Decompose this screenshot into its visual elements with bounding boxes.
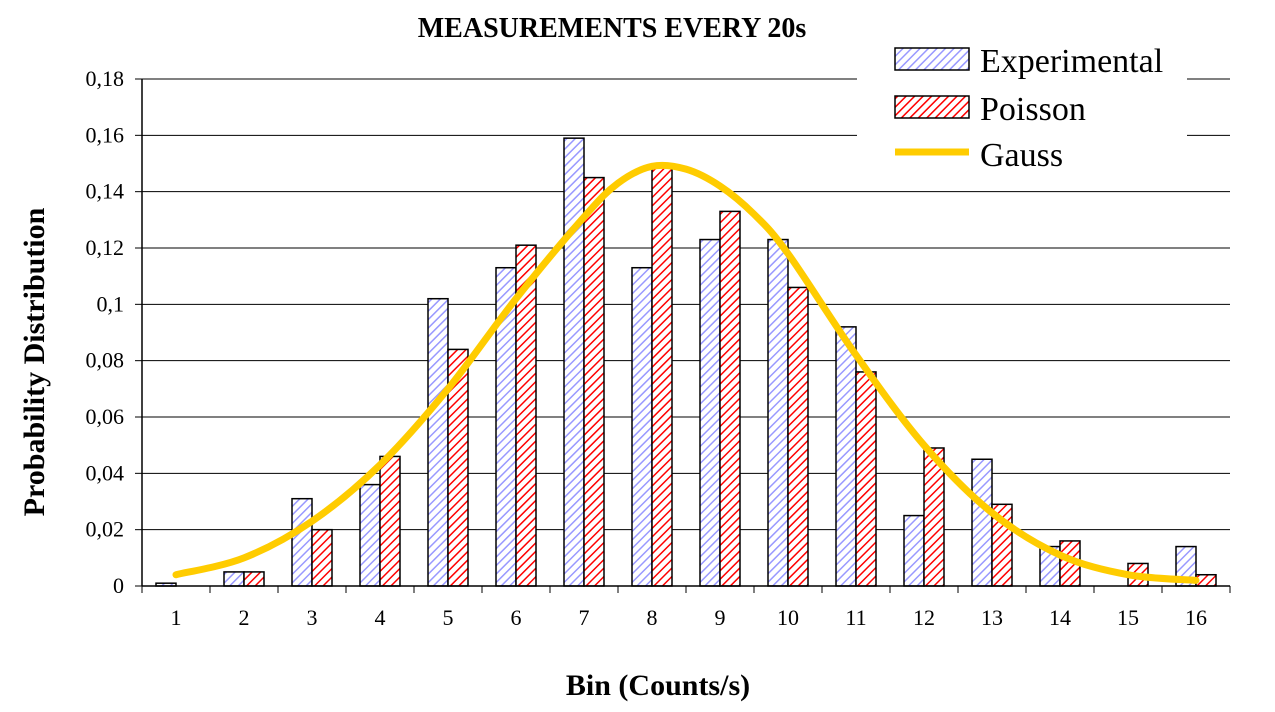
y-axis-title: Probability Distribution [18, 207, 51, 516]
x-axis-title: Bin (Counts/s) [566, 669, 750, 702]
y-tick-label: 0,02 [86, 517, 125, 542]
x-tick-label: 8 [647, 605, 658, 630]
chart-title: MEASUREMENTS EVERY 20s [418, 13, 807, 44]
bar-poisson [651, 165, 673, 587]
x-tick-label: 3 [307, 605, 318, 630]
y-tick-label: 0,06 [86, 404, 125, 429]
bar-experimental [223, 571, 245, 587]
bar-poisson [719, 210, 741, 587]
x-tick-label: 1 [171, 605, 182, 630]
x-tick-label: 2 [239, 605, 250, 630]
y-axis-ticks: 0 0,02 0,04 0,06 0,08 0,1 0,12 0,14 0,16 0,18 [86, 66, 142, 598]
series-lines [172, 161, 1200, 584]
bar-experimental [563, 137, 585, 587]
bar-experimental [427, 297, 449, 587]
x-tick-label: 10 [777, 605, 799, 630]
bar-poisson [787, 286, 809, 587]
bar-poisson [311, 528, 333, 587]
y-tick-label: 0,14 [86, 179, 125, 204]
bar-experimental [699, 238, 721, 587]
bar-experimental [971, 458, 993, 587]
bars [155, 137, 1217, 587]
x-tick-label: 6 [511, 605, 522, 630]
legend-label-experimental: Experimental [980, 43, 1163, 80]
x-tick-label: 12 [913, 605, 935, 630]
y-tick-label: 0,12 [86, 235, 125, 260]
x-tick-label: 5 [443, 605, 454, 630]
x-tick-label: 11 [845, 605, 866, 630]
bar-poisson [583, 176, 605, 587]
x-tick-label: 9 [715, 605, 726, 630]
axes [141, 79, 1230, 587]
x-tick-label: 16 [1185, 605, 1207, 630]
x-tick-label: 7 [579, 605, 590, 630]
y-tick-label: 0 [113, 573, 124, 598]
gridlines [142, 78, 1230, 531]
legend-label-poisson: Poisson [980, 91, 1086, 128]
bar-poisson [379, 455, 401, 587]
bar-experimental [291, 497, 313, 587]
line-gauss [172, 161, 1200, 584]
x-tick-label: 4 [375, 605, 386, 630]
bar-experimental [903, 514, 925, 587]
x-tick-label: 14 [1049, 605, 1071, 630]
y-tick-label: 0,08 [86, 348, 125, 373]
legend-label-gauss: Gauss [980, 137, 1063, 174]
bar-experimental [767, 238, 789, 587]
y-tick-label: 0,04 [86, 460, 125, 485]
bar-poisson [855, 371, 877, 587]
y-tick-label: 0,16 [86, 122, 125, 147]
legend-swatch-poisson [894, 95, 970, 119]
legend: Experimental Poisson Gauss [857, 40, 1187, 180]
bar-experimental [359, 483, 381, 587]
y-tick-label: 0,18 [86, 66, 125, 91]
x-tick-label: 15 [1117, 605, 1139, 630]
bar-experimental [835, 326, 857, 587]
y-tick-label: 0,1 [97, 291, 125, 316]
x-axis-ticks: 1 2 3 4 5 6 7 8 9 10 11 12 13 14 15 16 [141, 586, 1231, 630]
bar-experimental [631, 266, 653, 587]
x-tick-label: 13 [981, 605, 1003, 630]
legend-swatch-experimental [894, 47, 970, 71]
bar-poisson [243, 571, 265, 587]
